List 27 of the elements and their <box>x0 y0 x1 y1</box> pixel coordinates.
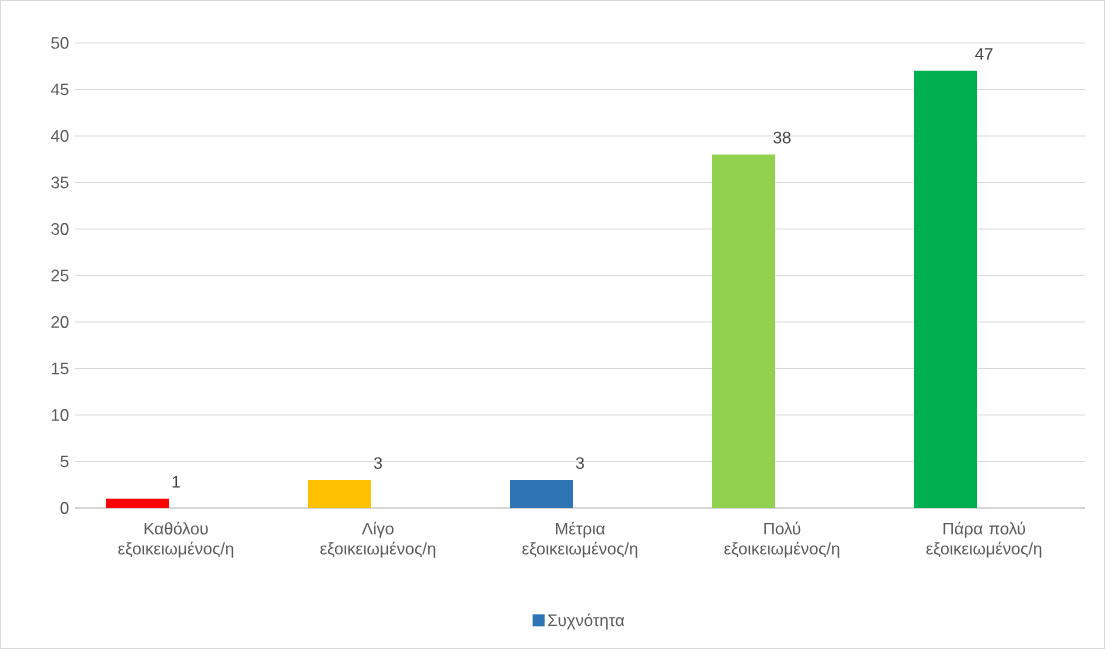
y-tick-label: 40 <box>50 130 69 142</box>
bar <box>914 70 978 509</box>
data-label: 47 <box>975 48 993 60</box>
bar <box>510 480 574 509</box>
y-tick-label: 30 <box>51 223 69 235</box>
y-tick-label: 15 <box>51 362 69 375</box>
y-tick-label: 25 <box>51 269 69 282</box>
y-tick-label: 45 <box>50 83 69 96</box>
y-tick-label: 50 <box>51 37 69 49</box>
y-tick-label: 35 <box>51 176 69 189</box>
y-tick-label: 0 <box>60 502 69 514</box>
x-tick-label: Λίγο εξοικειωμένος/η <box>320 521 436 558</box>
x-tick-label: Πολύ εξοικειωμένος/η <box>724 521 840 558</box>
x-tick-label: Καθόλου εξοικειωμένος/η <box>118 521 234 558</box>
y-tick-label: 20 <box>51 316 69 328</box>
x-tick-label: Πάρα πολύ εξοικειωμένος/η <box>926 521 1042 558</box>
y-tick-label: 5 <box>60 455 69 468</box>
data-label: 1 <box>172 476 180 488</box>
data-label: 3 <box>373 457 382 469</box>
bar <box>105 498 169 509</box>
x-tick-label: Μέτρια εξοικειωμένος/η <box>522 521 638 558</box>
data-label: 3 <box>576 457 584 469</box>
legend-label: Συχνότητα <box>548 613 625 630</box>
y-tick-label: 10 <box>51 409 69 421</box>
bar <box>308 480 371 509</box>
data-label: 38 <box>773 131 791 144</box>
bar <box>712 154 776 509</box>
